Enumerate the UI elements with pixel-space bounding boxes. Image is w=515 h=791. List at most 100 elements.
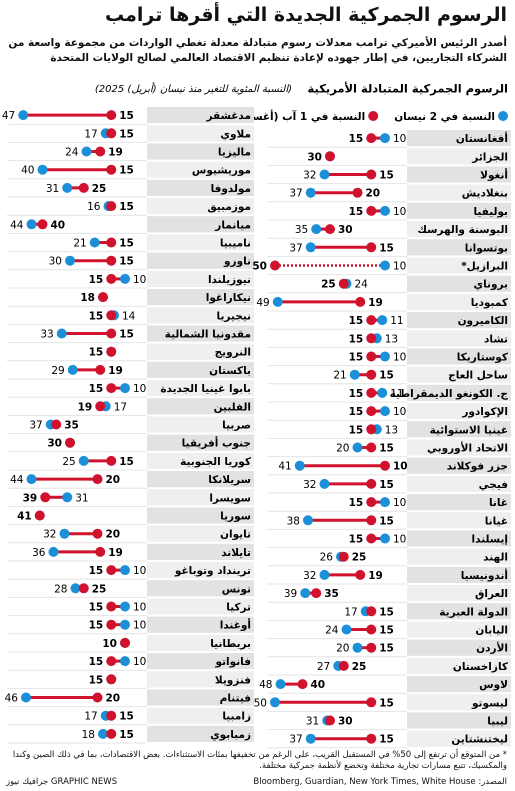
value-label: 30 bbox=[307, 151, 322, 163]
value-label: 48 bbox=[259, 679, 272, 691]
dot-april bbox=[300, 588, 311, 599]
category-label: أفغانستان bbox=[456, 131, 508, 145]
category-label: العراق bbox=[475, 588, 508, 600]
value-label: 15 bbox=[119, 128, 134, 140]
value-label: 10 bbox=[133, 274, 146, 286]
name-cell bbox=[147, 325, 254, 342]
name-cell bbox=[407, 585, 511, 602]
name-cell bbox=[147, 671, 254, 688]
source: المصدر: Bloomberg, Guardian, New York Ti… bbox=[253, 777, 507, 787]
dot-april bbox=[120, 273, 130, 284]
name-cell bbox=[407, 676, 511, 693]
value-label: 20 bbox=[106, 529, 121, 541]
name-cell bbox=[147, 216, 254, 233]
dot-august bbox=[106, 310, 117, 321]
value-label: 20 bbox=[336, 443, 349, 455]
value-label: 15 bbox=[89, 383, 104, 395]
dot-august bbox=[352, 187, 363, 198]
dot-april bbox=[18, 110, 29, 121]
value-label: 21 bbox=[73, 238, 86, 250]
dot-august bbox=[95, 546, 106, 557]
name-cell bbox=[407, 257, 511, 274]
value-label: 15 bbox=[379, 170, 394, 182]
name-cell bbox=[147, 161, 254, 178]
value-label: 37 bbox=[29, 420, 42, 432]
name-cell bbox=[407, 421, 511, 438]
value-label: 10 bbox=[133, 383, 146, 395]
value-label: 15 bbox=[89, 656, 104, 668]
value-label: 30 bbox=[47, 438, 62, 450]
category-label: نيكاراغوا bbox=[206, 292, 251, 304]
name-cell bbox=[147, 234, 254, 251]
category-label: مدغشقر bbox=[205, 110, 251, 122]
dot-august bbox=[297, 679, 308, 690]
dot-april bbox=[380, 133, 390, 144]
value-label: 35 bbox=[295, 224, 308, 236]
dot-april bbox=[21, 692, 31, 703]
value-label: 30 bbox=[338, 716, 353, 728]
category-label: البوسنة والهرسك bbox=[417, 224, 508, 236]
name-cell bbox=[407, 330, 511, 347]
name-cell bbox=[407, 621, 511, 638]
value-label: 15 bbox=[379, 370, 394, 382]
dot-august bbox=[95, 364, 106, 375]
value-label: 39 bbox=[23, 492, 38, 504]
name-cell bbox=[147, 252, 254, 269]
value-label: 28 bbox=[54, 583, 67, 595]
name-cell bbox=[147, 562, 254, 579]
category-label: الدولة العبرية bbox=[439, 606, 508, 618]
dot-august bbox=[366, 642, 377, 653]
value-label: 41 bbox=[17, 511, 32, 523]
name-cell bbox=[147, 616, 254, 633]
name-cell bbox=[407, 548, 511, 565]
value-label: 15 bbox=[119, 165, 134, 177]
dot-august bbox=[106, 255, 117, 266]
dot-april bbox=[78, 455, 89, 466]
dot-april bbox=[26, 474, 37, 485]
category-label: نيجيريا bbox=[217, 310, 252, 322]
value-label: 30 bbox=[338, 224, 353, 236]
dot-april bbox=[270, 697, 280, 708]
value-label: 35 bbox=[64, 420, 79, 432]
value-label: 15 bbox=[349, 534, 364, 546]
category-label: الكاميرون bbox=[458, 315, 508, 327]
dot-august bbox=[366, 169, 377, 180]
value-label: 31 bbox=[75, 492, 88, 504]
category-label: ملاوي bbox=[220, 128, 251, 140]
name-cell bbox=[147, 525, 254, 542]
value-label: 15 bbox=[89, 347, 104, 359]
dot-april bbox=[303, 515, 313, 526]
name-cell bbox=[147, 143, 254, 160]
value-label: 15 bbox=[379, 443, 394, 455]
name-cell bbox=[147, 198, 254, 215]
category-label: بنغلاديش bbox=[462, 188, 508, 200]
dot-august bbox=[106, 601, 117, 612]
dot-august bbox=[92, 692, 103, 703]
category-label: الفلبين bbox=[214, 401, 251, 413]
name-cell bbox=[407, 148, 511, 165]
dot-august bbox=[366, 478, 377, 489]
dot-april bbox=[62, 182, 73, 193]
category-label: باكستان bbox=[209, 365, 251, 377]
category-label: ترينداد وتوباغو bbox=[174, 565, 251, 577]
value-label: 15 bbox=[349, 497, 364, 509]
value-label: 38 bbox=[287, 515, 300, 527]
value-label: 10 bbox=[393, 406, 406, 418]
name-cell bbox=[407, 239, 511, 256]
value-label: 15 bbox=[379, 625, 394, 637]
category-label: فانواتو bbox=[215, 656, 252, 668]
value-label: 20 bbox=[106, 693, 121, 705]
category-label: غينيا الاستوائية bbox=[430, 424, 508, 436]
name-cell bbox=[147, 653, 254, 670]
name-cell bbox=[407, 439, 511, 456]
dot-april bbox=[311, 224, 322, 235]
name-cell bbox=[407, 494, 511, 511]
name-cell bbox=[407, 403, 511, 420]
value-label: 40 bbox=[21, 165, 34, 177]
name-cell bbox=[407, 712, 511, 729]
name-cell bbox=[147, 580, 254, 597]
value-label: 19 bbox=[108, 365, 123, 377]
dot-august bbox=[106, 728, 117, 739]
dot-april bbox=[380, 205, 390, 216]
value-label: 15 bbox=[379, 734, 394, 746]
